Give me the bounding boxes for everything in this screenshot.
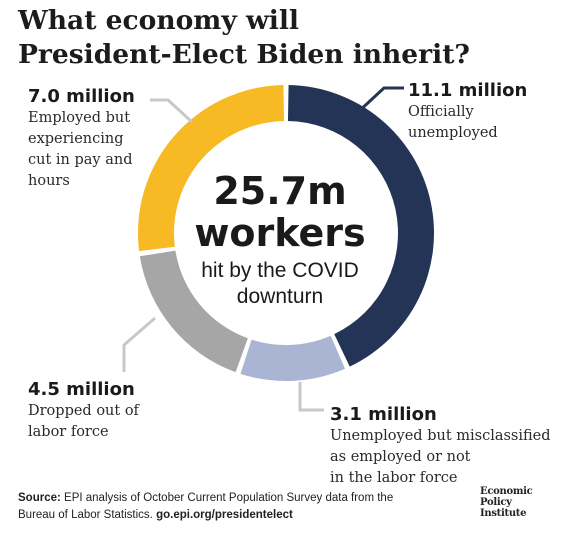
slice-label-officially-unemployed: 11.1 million Officially unemployed: [408, 80, 527, 144]
slice-description: Officially unemployed: [408, 102, 527, 144]
logo-line-3: Institute: [480, 508, 527, 519]
chart-title-line-1: What economy will: [18, 5, 299, 36]
center-subtitle-line-2: downturn: [236, 285, 324, 308]
desc-line: unemployed: [408, 125, 498, 141]
source-text-1: EPI analysis of October Current Populati…: [60, 492, 394, 504]
leader-line: [354, 86, 404, 116]
center-label: 25.7m workers hit by the COVID downturn: [170, 170, 390, 310]
slice-value: 11.1 million: [408, 80, 528, 101]
slice-description: Unemployed but misclassified as employed…: [330, 426, 551, 489]
logo-line-1: Economic: [480, 486, 533, 497]
desc-line: Employed but: [28, 110, 131, 126]
desc-line: Officially: [408, 104, 474, 120]
desc-line: hours: [28, 173, 70, 189]
chart-title-line-2: President-Elect Biden inherit?: [18, 39, 470, 70]
epi-logo: Economic Policy Institute: [480, 486, 560, 519]
donut-slice: [287, 85, 435, 367]
desc-line: labor force: [28, 424, 109, 440]
slice-description: Employed but experiencing cut in pay and…: [28, 108, 135, 192]
donut-slice: [139, 250, 248, 373]
slice-value: 3.1 million: [330, 404, 437, 425]
desc-line: experiencing: [28, 131, 124, 147]
donut-slice: [138, 85, 285, 252]
desc-line: cut in pay and: [28, 152, 133, 168]
desc-line: as employed or not: [330, 449, 471, 465]
source-link[interactable]: go.epi.org/presidentelect: [156, 509, 293, 521]
slice-value: 4.5 million: [28, 379, 135, 400]
center-workers: workers: [194, 211, 366, 255]
leader-line: [122, 316, 156, 372]
leader-line: [298, 382, 324, 412]
donut-slices: [138, 85, 435, 381]
source-prefix: Source:: [18, 492, 61, 504]
leader-line: [150, 98, 194, 124]
slice-description: Dropped out of labor force: [28, 401, 139, 443]
slice-value: 7.0 million: [28, 86, 135, 107]
center-subtitle-line-1: hit by the COVID: [201, 259, 359, 282]
source-note: Source: EPI analysis of October Current …: [18, 490, 438, 524]
slice-label-misclassified: 3.1 million Unemployed but misclassified…: [330, 404, 551, 489]
desc-line: Unemployed but misclassified: [330, 428, 551, 444]
slice-label-dropped-out: 4.5 million Dropped out of labor force: [28, 379, 139, 443]
desc-line: in the labor force: [330, 470, 458, 486]
chart-title: What economy will President-Elect Biden …: [18, 4, 558, 72]
desc-line: Dropped out of: [28, 403, 139, 419]
center-total: 25.7m: [213, 169, 347, 213]
logo-line-2: Policy: [480, 497, 512, 508]
slice-label-pay-cut: 7.0 million Employed but experiencing cu…: [28, 86, 135, 192]
donut-slice: [240, 335, 346, 381]
leader-lines: [122, 86, 404, 412]
source-text-2: Bureau of Labor Statistics.: [18, 509, 157, 521]
